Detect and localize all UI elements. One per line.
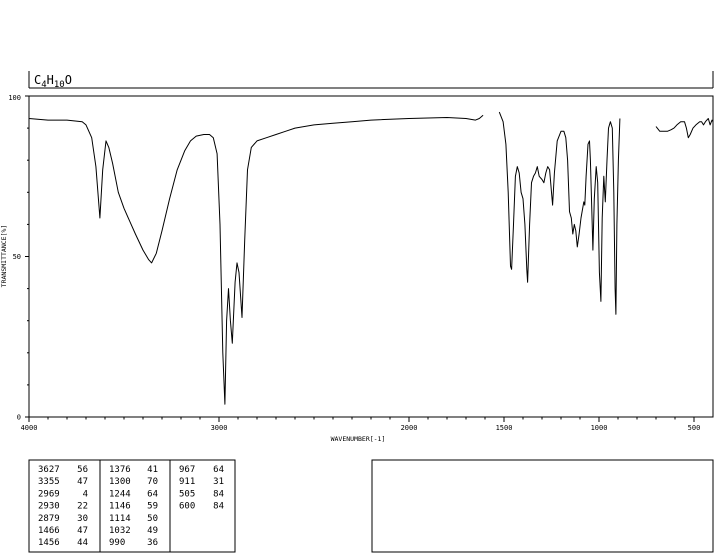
peak-transmittance: 22 [77,502,88,512]
y-axis-label: TRANSMITTANCE[%] [0,225,8,288]
peak-transmittance: 64 [147,489,158,499]
peak-wavenumber: 2969 [38,489,60,499]
peak-table-frame [28,459,236,553]
peak-transmittance: 31 [213,477,224,487]
x-tick-label: 3000 [211,424,228,432]
formula-part: H [47,73,54,87]
peak-wavenumber: 1376 [109,465,131,475]
y-tick-label: 0 [17,414,21,422]
peak-transmittance: 36 [147,538,158,548]
spectrum-series [28,111,714,405]
peak-table-rows: 3627 56 3355 47 2969 4 2930 22 2879 30 1466 47 1456 4… [38,465,224,548]
formula-header: C4H10O [28,71,714,90]
x-axis: 4000 3000 2000 1500 1000 500 [21,417,701,432]
formula-part: 4 [41,80,46,90]
peak-wavenumber: 1244 [109,489,131,499]
peak-wavenumber: 505 [179,489,195,499]
peak-transmittance: 44 [77,538,88,548]
info-box [371,459,714,553]
peak-wavenumber: 2930 [38,502,60,512]
peak-transmittance: 30 [77,514,88,524]
peak-transmittance: 47 [77,526,88,536]
peak-wavenumber: 1114 [109,514,131,524]
molecular-formula: C4H10O [34,73,72,90]
formula-part: 10 [54,80,65,90]
peak-transmittance: 70 [147,477,158,487]
y-axis: 100 50 0 [8,94,29,422]
peak-wavenumber: 1032 [109,526,131,536]
peak-wavenumber: 3627 [38,465,60,475]
peak-transmittance: 59 [147,502,158,512]
peak-transmittance: 64 [213,465,224,475]
formula-part: O [65,73,72,87]
peak-wavenumber: 1146 [109,502,131,512]
peak-transmittance: 4 [83,489,88,499]
peak-transmittance: 84 [213,502,224,512]
spectrum-line [28,114,484,405]
x-tick-label: 500 [688,424,701,432]
peak-wavenumber: 600 [179,502,195,512]
peak-transmittance: 41 [147,465,158,475]
peak-transmittance: 47 [77,477,88,487]
y-tick-label: 50 [13,253,21,261]
peak-wavenumber: 911 [179,477,195,487]
x-axis-label: WAVENUMBER[-1] [331,435,386,443]
peak-transmittance: 56 [77,465,88,475]
peak-transmittance: 84 [213,489,224,499]
peak-transmittance: 50 [147,514,158,524]
x-tick-label: 2000 [401,424,418,432]
peak-transmittance: 49 [147,526,158,536]
peak-wavenumber: 1300 [109,477,131,487]
peak-wavenumber: 3355 [38,477,60,487]
peak-wavenumber: 967 [179,465,195,475]
spectrum-line [655,118,714,139]
peak-wavenumber: 990 [109,538,125,548]
peak-table: 3627 56 3355 47 2969 4 2930 22 2879 30 1466 47 1456 4… [28,459,236,553]
peak-wavenumber: 2879 [38,514,60,524]
x-tick-label: 1000 [591,424,608,432]
plot-frame [28,95,714,418]
peak-wavenumber: 1456 [38,538,60,548]
y-tick-label: 100 [8,94,21,102]
peak-wavenumber: 1466 [38,526,60,536]
formula-part: C [34,73,41,87]
x-tick-label: 1500 [496,424,513,432]
x-tick-label: 4000 [21,424,38,432]
spectrum-line [498,111,621,315]
